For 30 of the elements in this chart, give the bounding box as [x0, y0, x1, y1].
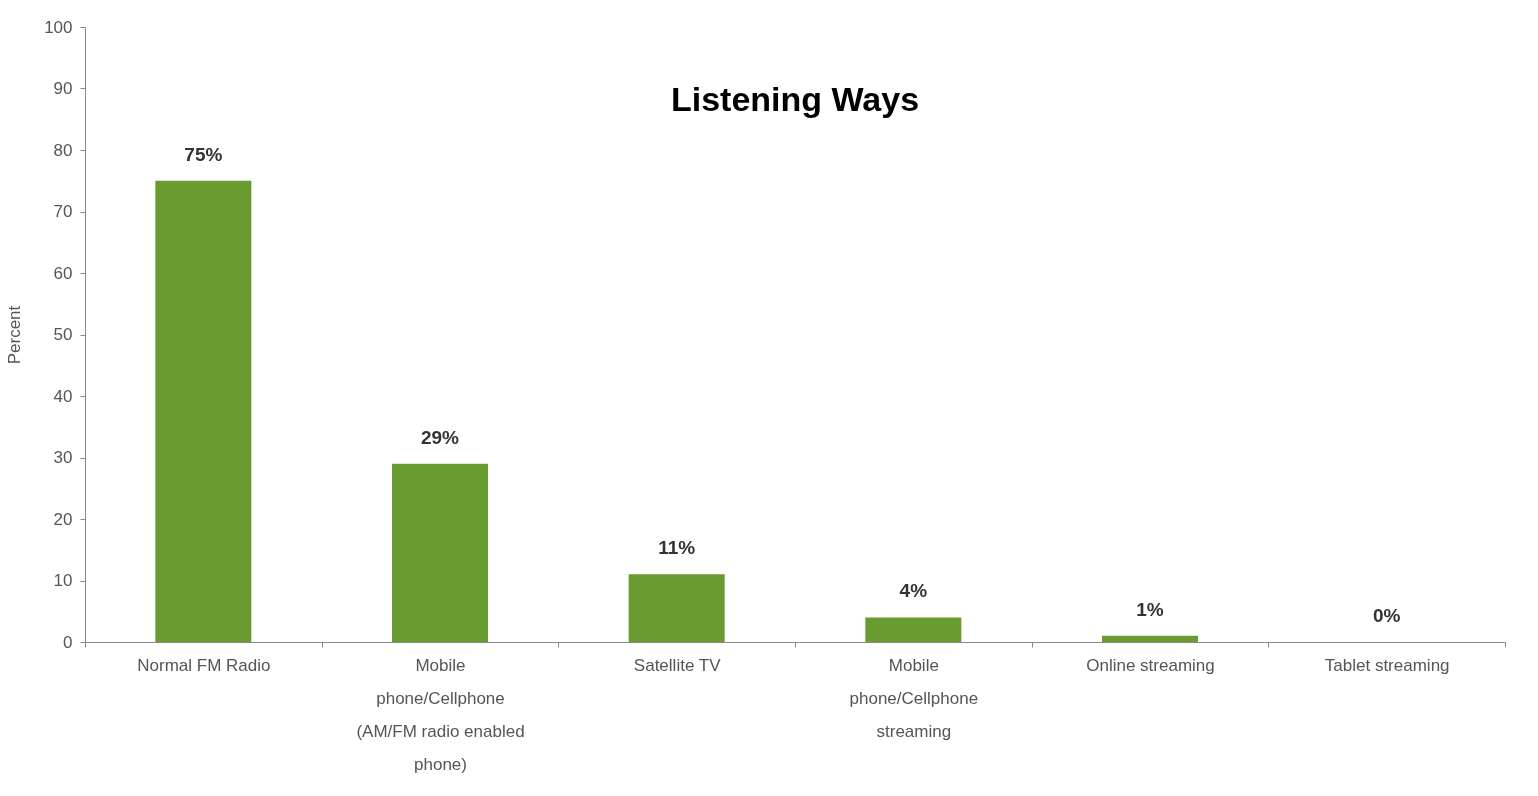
- y-tick-label: 40: [53, 386, 73, 406]
- x-tick-label: Normal FM Radio: [137, 655, 271, 675]
- data-label: 4%: [899, 580, 928, 602]
- bar: [392, 463, 488, 642]
- bar: [1102, 635, 1198, 642]
- y-tick-label: 10: [53, 571, 73, 590]
- data-label: 0%: [1372, 605, 1401, 626]
- y-tick-label: 60: [53, 263, 73, 283]
- y-tick-label: 0: [63, 632, 73, 652]
- data-label: 29%: [420, 426, 460, 448]
- x-tick-label: Satellite TV: [633, 655, 722, 675]
- y-axis-title: Percent: [5, 305, 25, 365]
- data-label: 1%: [1136, 598, 1164, 620]
- y-tick-label: 70: [53, 202, 73, 221]
- data-label: 75%: [184, 143, 223, 165]
- bar: [865, 617, 962, 642]
- y-tick-label: 100: [44, 17, 73, 37]
- y-tick-label: 50: [53, 325, 73, 344]
- x-tick-label: Online streaming: [1086, 655, 1215, 675]
- x-tick-label: Mobile phone/Cellphone streaming: [849, 655, 979, 741]
- y-tick-label: 80: [53, 140, 73, 160]
- y-tick-label: 90: [53, 79, 73, 98]
- y-tick-label: 20: [53, 509, 73, 529]
- x-tick-label: Mobile phone/Cellphone (AM/FM radio enabled phone): [356, 655, 525, 774]
- x-tick-label: Tablet streaming: [1324, 655, 1450, 675]
- bar: [628, 574, 725, 642]
- bar: [155, 180, 252, 642]
- text: Listening Ways: [670, 80, 920, 118]
- data-label: 11%: [658, 537, 696, 559]
- y-tick-label: 30: [53, 448, 73, 467]
